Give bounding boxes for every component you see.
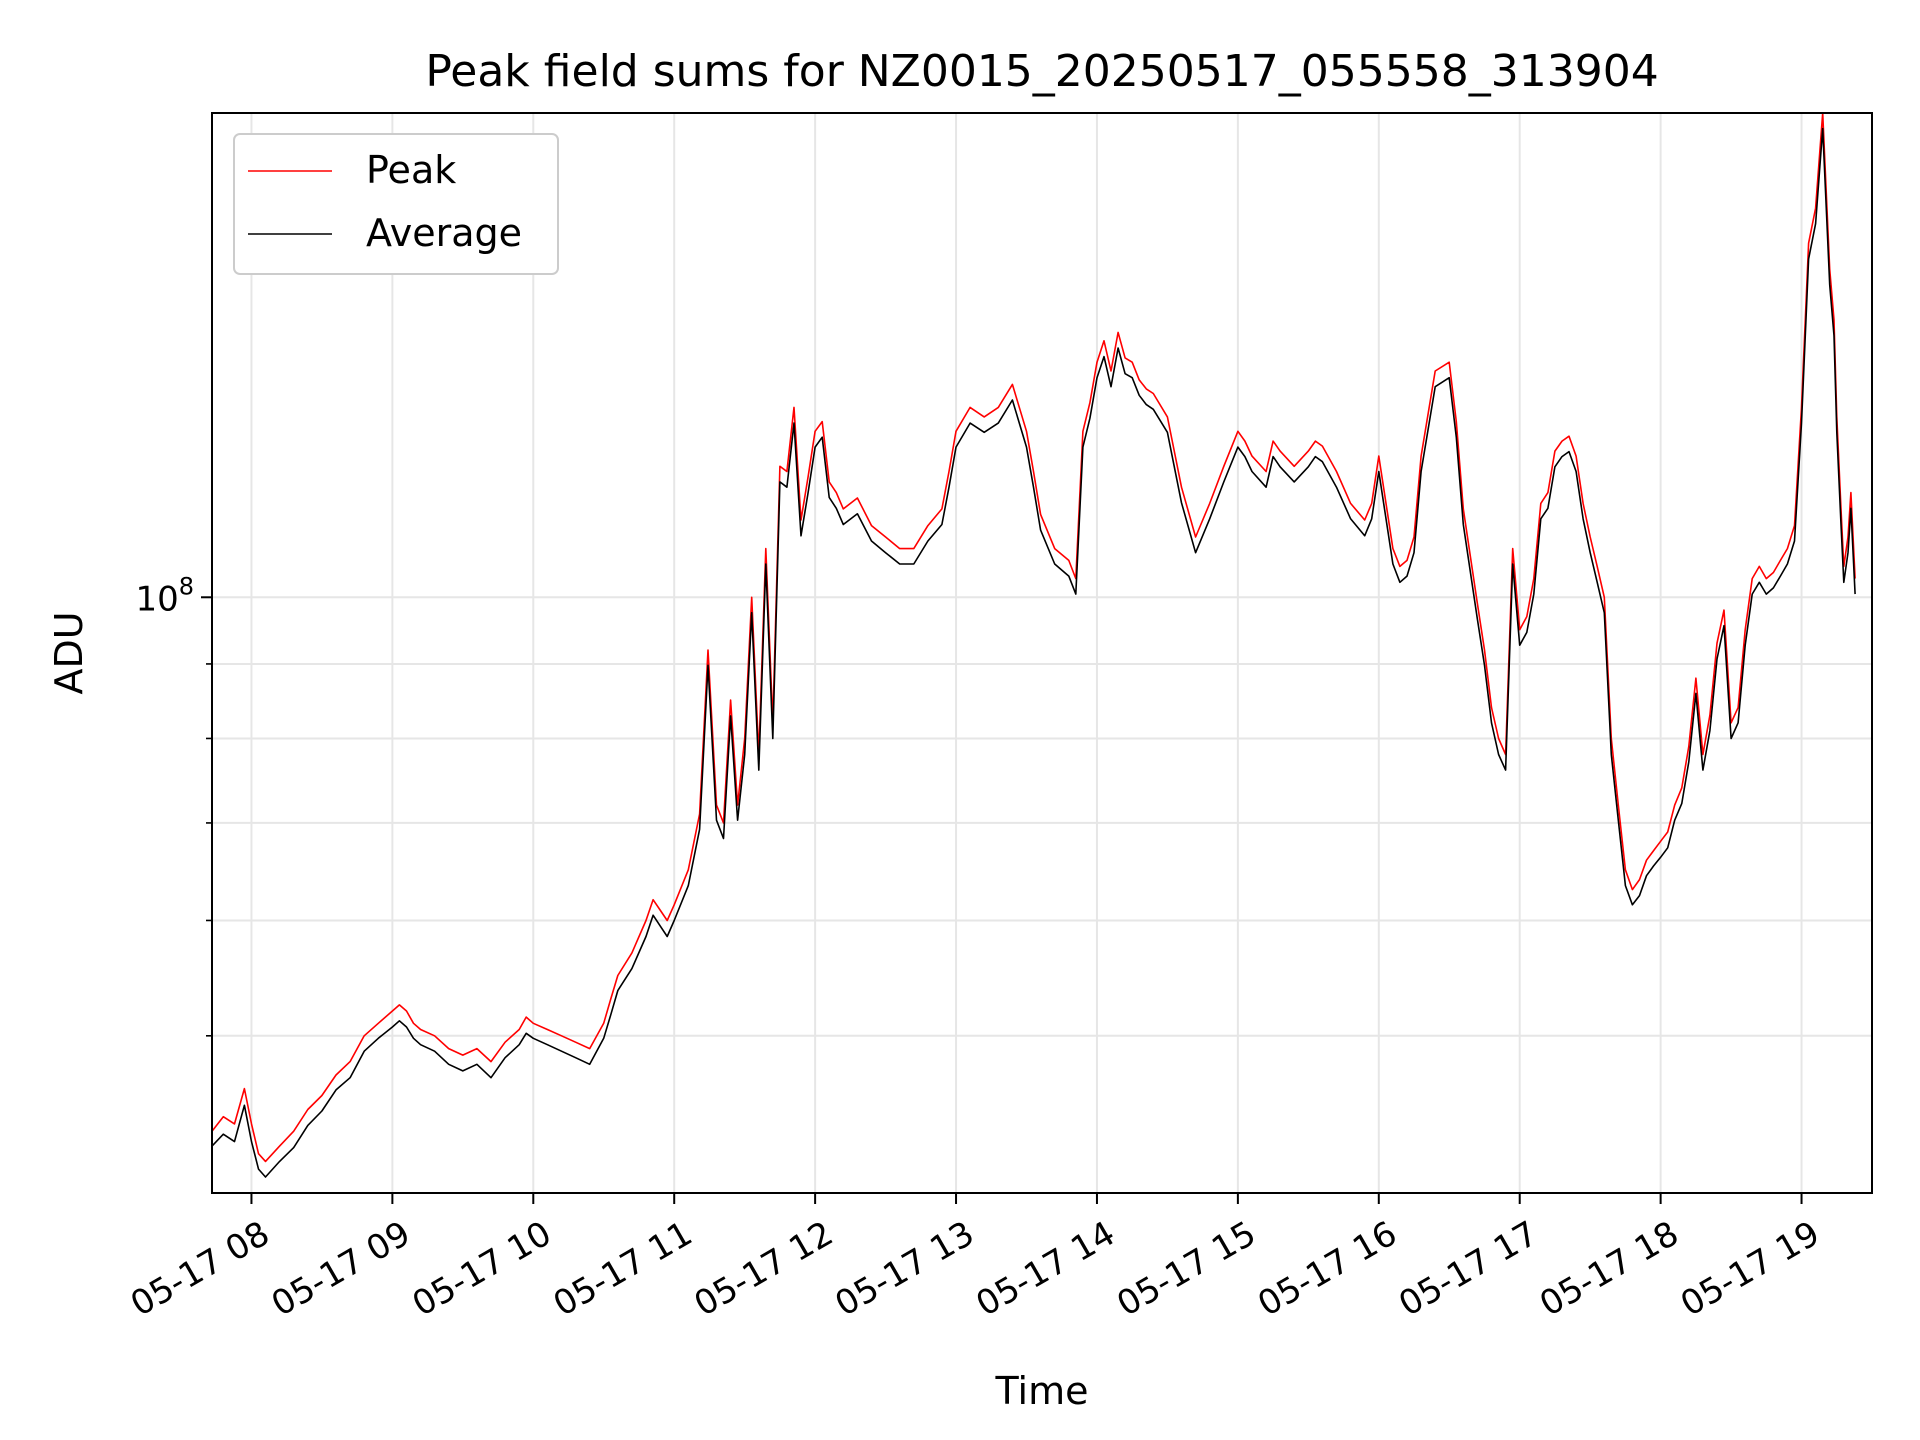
y-tick-label: 108 <box>135 572 194 619</box>
series-layer <box>211 112 1856 1178</box>
plot-frame <box>211 112 1873 1194</box>
series-line-peak <box>211 112 1856 1163</box>
y-axis-label: ADU <box>47 611 91 694</box>
legend-box <box>233 133 559 275</box>
legend: Peak Average <box>233 133 559 275</box>
chart-title: Peak field sums for NZ0015_20250517_0555… <box>425 46 1658 97</box>
series-line-average <box>211 127 1856 1178</box>
x-axis-label: Time <box>995 1369 1089 1413</box>
grid <box>212 113 1872 1193</box>
legend-label-average: Average <box>366 211 522 255</box>
legend-label-peak: Peak <box>366 148 456 192</box>
